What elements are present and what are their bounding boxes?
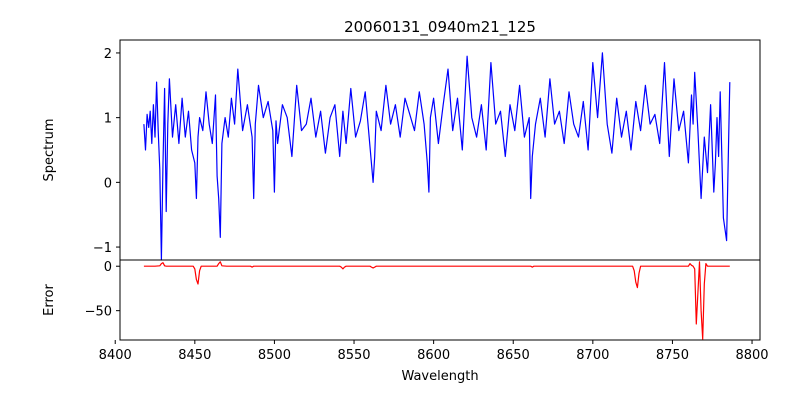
spectrum-y-tick-label-3: 2 (104, 47, 112, 62)
x-tick-label-5: 8650 (497, 348, 530, 363)
x-tick-label-0: 8400 (99, 348, 132, 363)
error-plot-frame (119, 259, 761, 341)
x-tick-label-7: 8750 (656, 348, 689, 363)
spectrum-series-line-0 (143, 52, 731, 261)
x-tick-label-1: 8450 (178, 348, 211, 363)
spectrum-y-tick-label-0: −1 (93, 241, 112, 256)
x-tick-label-8: 8800 (735, 348, 768, 363)
spectrum-y-tick-label-2: 1 (104, 112, 112, 127)
spectrum-y-axis-label: Spectrum (42, 119, 57, 182)
x-tick-label-3: 8550 (337, 348, 370, 363)
spectrum-y-tick-label-1: 0 (104, 176, 112, 191)
error-series-line-0 (143, 261, 730, 340)
x-tick-label-6: 8700 (576, 348, 609, 363)
error-y-axis-label: Error (42, 284, 57, 316)
x-axis-label: Wavelength (401, 369, 478, 384)
x-tick-label-2: 8500 (258, 348, 291, 363)
error-panel: Error 0 −50 (42, 259, 761, 341)
chart-title: 20060131_0940m21_125 (344, 18, 536, 37)
error-y-tick-label-1: −50 (85, 305, 112, 320)
spectrum-panel: Spectrum −1 0 1 2 (42, 39, 761, 261)
x-tick-label-4: 8600 (417, 348, 450, 363)
error-y-tick-label-0: 0 (104, 260, 112, 275)
